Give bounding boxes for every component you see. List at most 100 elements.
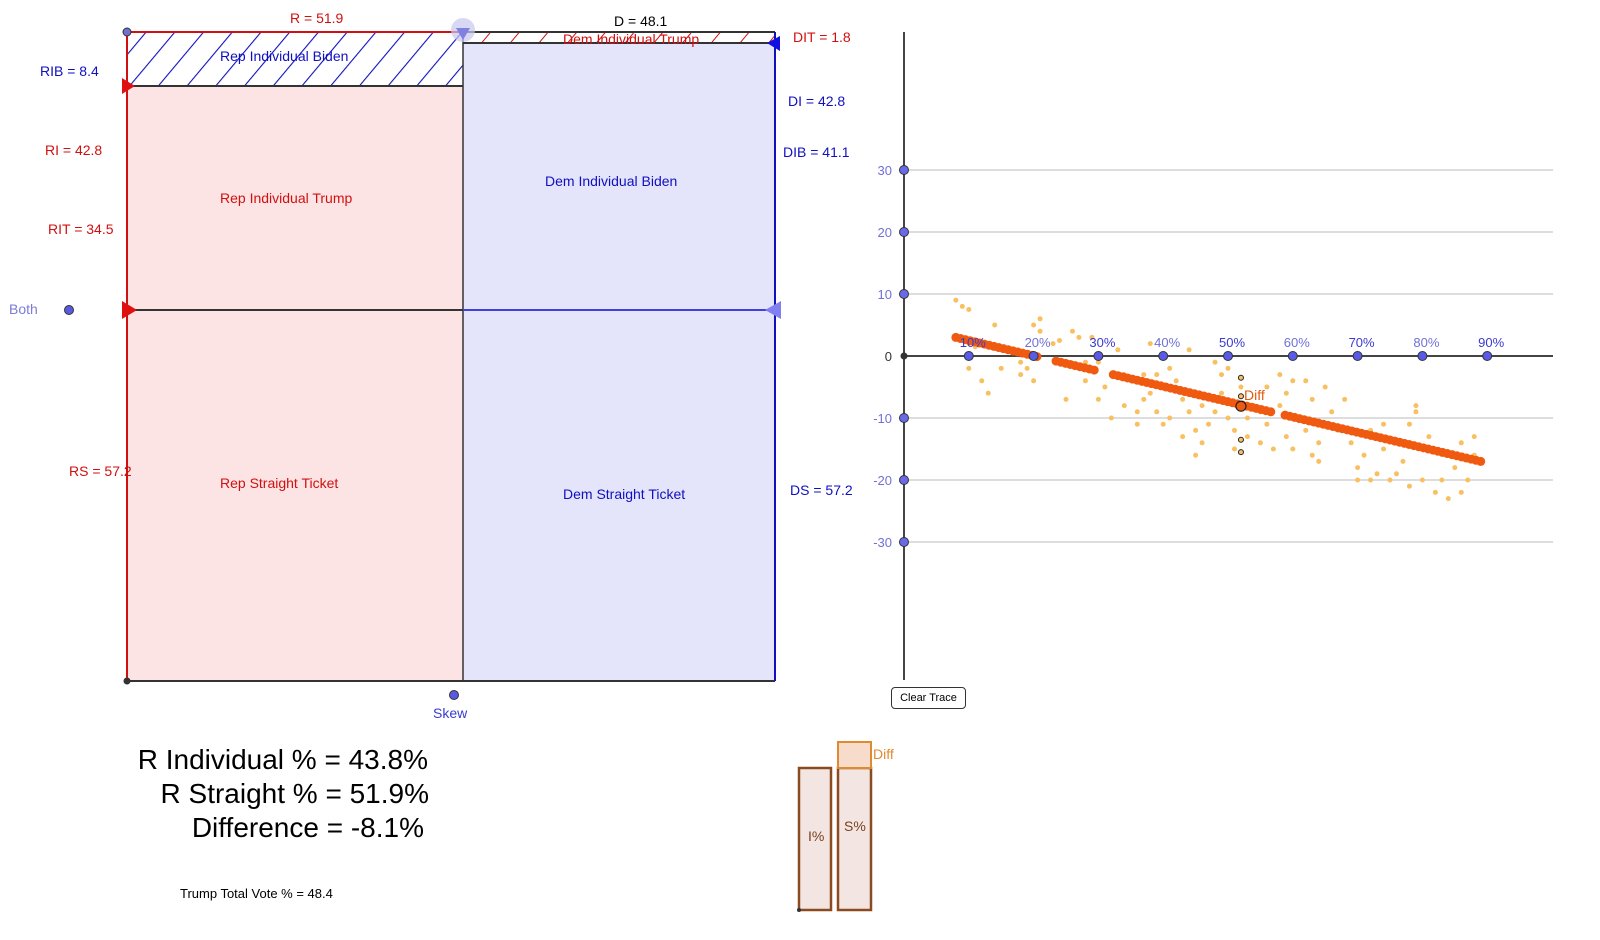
origin-point — [900, 352, 908, 360]
x-tick-point[interactable] — [1093, 351, 1104, 361]
scatter-point — [966, 307, 972, 312]
x-tick-point[interactable] — [1158, 351, 1169, 361]
scatter-point — [966, 365, 972, 371]
trace-point — [1089, 365, 1099, 375]
x-tick-point[interactable] — [1223, 351, 1233, 361]
scatter-point — [1024, 365, 1030, 371]
scatter-point — [1037, 316, 1043, 322]
region-rep-individual-trump: Rep Individual Trump — [220, 190, 353, 206]
scatter-point — [1186, 409, 1192, 415]
scatter-point — [1355, 465, 1361, 471]
scatter-point — [1063, 396, 1069, 402]
scatter-point — [1154, 372, 1160, 378]
clear-trace-button[interactable]: Clear Trace — [891, 687, 966, 709]
scatter-point — [1167, 365, 1173, 371]
scatter-point — [1419, 477, 1425, 483]
scatter-point — [1121, 403, 1127, 409]
scatter-point — [1186, 347, 1192, 353]
scatter-point — [1231, 427, 1237, 433]
dem-region — [463, 43, 775, 681]
x-tick-label: 30% — [1089, 335, 1115, 350]
scatter-point — [1089, 334, 1095, 340]
region-dem-individual-trump: Dem Individual Trump — [563, 31, 700, 47]
both-slider-point[interactable] — [64, 305, 74, 315]
x-tick-point[interactable] — [1028, 351, 1039, 361]
y-tick-label: 20 — [878, 225, 892, 240]
scatter-point — [1206, 421, 1212, 427]
scatter-point — [1257, 440, 1263, 446]
y-tick-point[interactable] — [899, 413, 909, 423]
x-tick-label: 90% — [1478, 335, 1504, 350]
rib-handle[interactable] — [122, 78, 135, 94]
scatter-point — [1303, 378, 1309, 384]
scatter-point — [1406, 421, 1412, 427]
y-tick-label: -10 — [873, 411, 892, 426]
scatter-point — [1050, 341, 1056, 347]
y-tick-point[interactable] — [899, 289, 909, 299]
scatter-point — [1439, 477, 1445, 483]
scatter-point — [1445, 496, 1451, 502]
scatter-point — [1102, 384, 1108, 390]
x-tick-label: 50% — [1219, 335, 1245, 350]
x-tick-label: 20% — [1025, 335, 1051, 350]
scatter-point — [1277, 403, 1283, 409]
i-percent-bar — [797, 766, 833, 912]
trump-total-vote: Trump Total Vote % = 48.4 — [180, 886, 333, 901]
r-label: R = 51.9 — [290, 10, 344, 26]
scatter-layer — [953, 297, 1477, 502]
scatter-point — [1283, 390, 1289, 396]
x-tick-point[interactable] — [1482, 351, 1493, 361]
x-tick-point[interactable] — [1352, 351, 1363, 361]
x-tick-point[interactable] — [1287, 351, 1298, 361]
scatter-point — [1361, 452, 1367, 458]
x-tick-label: 10% — [960, 335, 986, 350]
scatter-point — [1199, 440, 1205, 446]
scatter-point — [1316, 440, 1322, 446]
scatter-point — [1244, 434, 1250, 440]
scatter-point — [985, 390, 991, 396]
x-tick-point[interactable] — [963, 351, 974, 361]
scatter-point — [1244, 415, 1250, 421]
scatter-point — [1141, 372, 1147, 378]
scatter-point — [1018, 359, 1024, 365]
scatter-point — [1471, 434, 1477, 440]
diff-point[interactable] — [1235, 400, 1247, 412]
scatter-point — [1225, 415, 1231, 421]
both-label: Both — [9, 301, 38, 317]
diff-marker — [1237, 374, 1244, 381]
trace-point — [1266, 407, 1276, 417]
scatter-point — [1134, 421, 1140, 427]
r-handle[interactable] — [456, 28, 470, 40]
skew-slider-point[interactable] — [449, 690, 459, 700]
dit-handle[interactable] — [767, 36, 780, 51]
both-handle-dem[interactable] — [765, 301, 781, 319]
scatter-point — [1031, 378, 1037, 384]
y-tick-point[interactable] — [899, 227, 909, 237]
x-tick-label: 40% — [1154, 335, 1180, 350]
y-tick-point[interactable] — [899, 475, 909, 485]
dit-label: DIT = 1.8 — [793, 29, 851, 45]
region-dem-individual-biden: Dem Individual Biden — [545, 173, 678, 189]
scatter-point — [1329, 409, 1335, 415]
scatter-point — [998, 365, 1004, 371]
scatter-point — [1381, 446, 1387, 452]
scatter-point — [1134, 409, 1140, 415]
top-left-point[interactable] — [122, 27, 132, 37]
both-handle-rep[interactable] — [122, 301, 137, 319]
y-tick-point[interactable] — [899, 537, 909, 547]
scatter-point — [1283, 434, 1289, 440]
scatter-point — [1095, 359, 1101, 365]
scatter-point — [1458, 489, 1464, 495]
scatter-point — [1413, 409, 1419, 415]
scatter-point — [1316, 458, 1322, 464]
x-tick-point[interactable] — [1417, 351, 1428, 361]
scatter-point — [1368, 477, 1374, 483]
scatter-point — [1108, 415, 1114, 421]
scatter-point — [1309, 396, 1315, 402]
scatter-point — [1095, 396, 1101, 402]
scatter-point — [1160, 421, 1166, 427]
y-tick-label: -30 — [873, 535, 892, 550]
s-percent-bar — [836, 766, 873, 912]
scatter-point — [1264, 421, 1270, 427]
y-tick-point[interactable] — [899, 165, 909, 175]
